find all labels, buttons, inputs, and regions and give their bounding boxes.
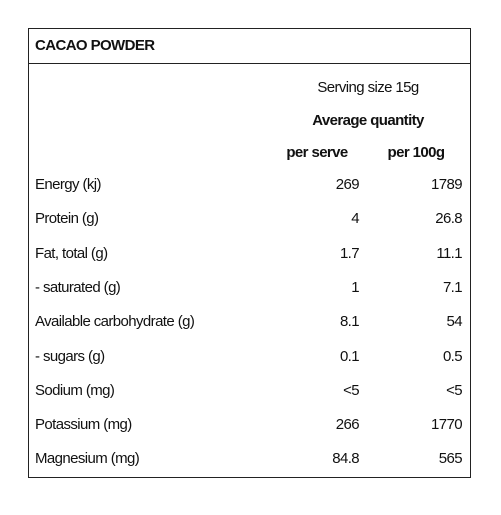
per-100g-value: 0.5 — [442, 347, 463, 365]
row-label: Potassium (mg) — [35, 416, 132, 434]
row-label: Available carbohydrate (g) — [35, 313, 195, 331]
column-header: per 100g — [387, 144, 446, 161]
row-label: Protein (g) — [35, 210, 99, 228]
nutrition-panel: CACAO POWDER Serving size 15g Average qu… — [28, 28, 471, 478]
per-serve-value: 4 — [351, 210, 359, 228]
per-100g-value: 1789 — [431, 176, 463, 193]
row-label: Energy (kj) — [35, 176, 102, 193]
title: CACAO POWDER — [35, 37, 155, 54]
per-serve-value: 1 — [351, 278, 359, 296]
per-serve-value: 8.1 — [339, 313, 360, 331]
per-100g-value: 7.1 — [442, 278, 463, 296]
per-100g-value: 1770 — [431, 416, 463, 434]
column-header: per serve — [286, 144, 348, 161]
row-label: - saturated (g) — [35, 278, 121, 296]
row-label: Magnesium (mg) — [35, 450, 140, 468]
per-serve-value: 84.8 — [332, 450, 359, 468]
row-label: - sugars (g) — [35, 347, 105, 365]
per-100g-value: 26.8 — [435, 210, 462, 228]
per-100g-value: 565 — [438, 450, 463, 468]
row-label: Fat, total (g) — [35, 244, 108, 262]
average-quantity: Average quantity — [312, 112, 424, 129]
row-label: Sodium (mg) — [35, 381, 115, 399]
per-100g-value: 11.1 — [436, 244, 462, 262]
serving-size: Serving size 15g — [317, 79, 419, 96]
title-rule — [29, 63, 470, 64]
per-100g-value: 54 — [446, 313, 463, 331]
per-100g-value: <5 — [446, 381, 463, 399]
per-serve-value: 0.1 — [339, 347, 360, 365]
per-serve-value: <5 — [343, 381, 360, 399]
per-serve-value: 266 — [335, 416, 360, 434]
per-serve-value: 1.7 — [339, 244, 360, 262]
per-serve-value: 269 — [335, 176, 360, 193]
